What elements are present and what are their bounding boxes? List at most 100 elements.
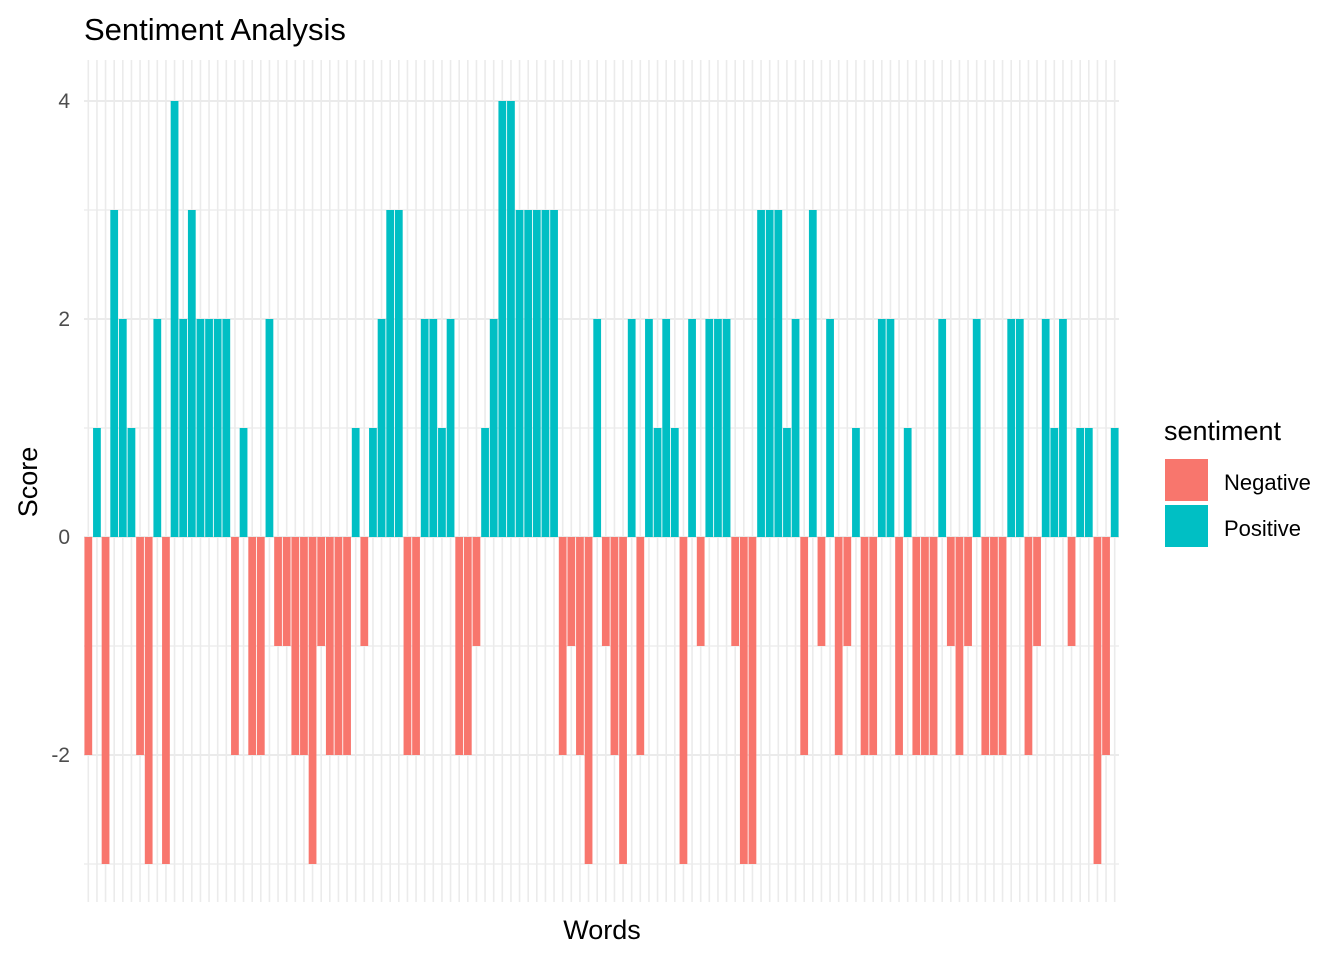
bar-positive <box>127 428 136 537</box>
bars <box>84 101 1119 864</box>
bar-positive <box>498 101 507 537</box>
legend-key-negative <box>1165 459 1208 501</box>
bar-positive <box>662 319 671 537</box>
bar-positive <box>593 319 602 537</box>
bar-positive <box>1076 428 1085 537</box>
bar-negative <box>1033 537 1041 646</box>
bar-positive <box>653 428 662 537</box>
bar-negative <box>325 537 334 755</box>
bar-positive <box>1041 319 1050 537</box>
bar-positive <box>541 210 550 537</box>
bar-negative <box>601 537 610 646</box>
bar-negative <box>584 537 593 864</box>
bar-negative <box>895 537 903 755</box>
bar-negative <box>412 537 420 755</box>
bar-negative <box>860 537 869 755</box>
bar-negative <box>981 537 990 755</box>
bar-positive <box>420 319 429 537</box>
bar-negative <box>162 537 170 864</box>
bar-negative <box>334 537 343 755</box>
bar-negative <box>360 537 369 646</box>
bar-positive <box>213 319 222 537</box>
bar-positive <box>118 319 127 537</box>
bar-positive <box>550 210 558 537</box>
bar-positive <box>153 319 162 537</box>
bar-negative <box>998 537 1007 755</box>
bar-positive <box>205 319 213 537</box>
bar-negative <box>274 537 282 646</box>
bar-positive <box>524 210 533 537</box>
bar-negative <box>567 537 576 646</box>
bar-negative <box>739 537 748 864</box>
bar-negative <box>403 537 412 755</box>
bar-positive <box>670 428 679 537</box>
bar-positive <box>446 319 455 537</box>
bar-positive <box>351 428 360 537</box>
bar-negative <box>696 537 705 646</box>
bar-positive <box>705 319 714 537</box>
bar-negative <box>817 537 826 646</box>
bar-positive <box>757 210 765 537</box>
bar-positive <box>1059 319 1067 537</box>
bar-positive <box>903 428 912 537</box>
bar-positive <box>765 210 774 537</box>
bar-positive <box>826 319 834 537</box>
y-tick-label: -2 <box>51 744 70 767</box>
bar-positive <box>196 319 205 537</box>
bar-negative <box>282 537 291 646</box>
bar-negative <box>946 537 955 646</box>
bar-positive <box>1084 428 1093 537</box>
bar-positive <box>645 319 653 537</box>
bar-positive <box>714 319 722 537</box>
bar-negative <box>921 537 929 755</box>
bar-positive <box>386 210 395 537</box>
y-tick-label: 0 <box>58 526 70 549</box>
bar-positive <box>783 428 791 537</box>
bar-negative <box>144 537 153 864</box>
legend-title: sentiment <box>1164 416 1282 446</box>
bar-negative <box>619 537 627 864</box>
bar-negative <box>317 537 326 646</box>
bar-negative <box>308 537 317 864</box>
bar-positive <box>93 428 101 537</box>
bar-positive <box>187 210 196 537</box>
legend-label-negative: Negative <box>1224 470 1311 495</box>
grid-minor-y <box>84 209 1119 865</box>
bar-negative <box>610 537 619 755</box>
bar-negative <box>912 537 921 755</box>
bar-negative <box>300 537 308 755</box>
bar-positive <box>438 428 446 537</box>
bar-negative <box>1067 537 1076 646</box>
bar-positive <box>179 319 188 537</box>
chart-title: Sentiment Analysis <box>84 12 346 47</box>
y-axis-label: Score <box>13 447 43 518</box>
bar-negative <box>576 537 584 755</box>
bar-negative <box>679 537 688 864</box>
bar-positive <box>265 319 274 537</box>
bar-positive <box>377 319 386 537</box>
y-axis-tick-labels: -2 0 2 4 <box>51 90 70 767</box>
bar-positive <box>515 210 524 537</box>
bar-negative <box>636 537 645 755</box>
y-tick-label: 4 <box>58 90 70 113</box>
bar-positive <box>489 319 498 537</box>
bar-positive <box>170 101 179 537</box>
bar-negative <box>248 537 257 755</box>
bar-positive <box>532 210 541 537</box>
bar-positive <box>972 319 981 537</box>
bar-positive <box>877 319 886 537</box>
bar-negative <box>84 537 93 755</box>
bar-positive <box>222 319 231 537</box>
bar-negative <box>256 537 265 755</box>
bar-positive <box>369 428 377 537</box>
bar-negative <box>463 537 472 755</box>
bar-negative <box>558 537 567 755</box>
bar-positive <box>110 210 119 537</box>
bar-positive <box>688 319 696 537</box>
bar-positive <box>239 428 248 537</box>
bar-positive <box>938 319 947 537</box>
bar-positive <box>1050 428 1059 537</box>
bar-negative <box>843 537 852 646</box>
bar-negative <box>834 537 843 755</box>
